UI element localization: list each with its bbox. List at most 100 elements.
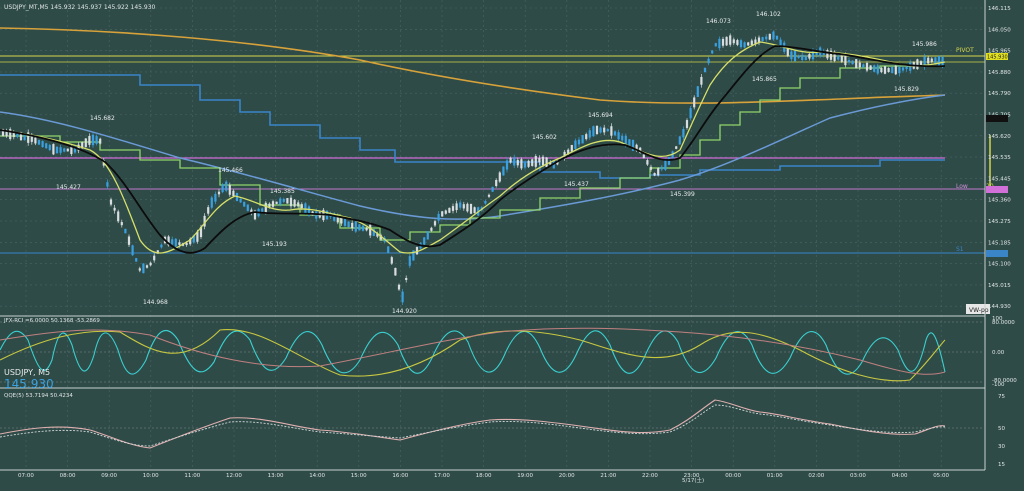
candle-body	[941, 56, 944, 67]
candle-body	[804, 55, 807, 60]
candle-body	[678, 136, 681, 145]
time-axis: 07:00 08:00 09:00 10:00 11:00 12:00 13:00 14:00…	[18, 473, 950, 479]
candle-body	[279, 198, 282, 205]
candle-body	[779, 39, 782, 46]
candle-body	[581, 135, 584, 144]
time-label: 23:00	[684, 473, 700, 479]
peak-label: 145.682	[90, 115, 115, 122]
candle-body	[729, 35, 732, 45]
candle-body	[541, 156, 545, 166]
candle-body	[405, 277, 408, 281]
candle-body	[217, 191, 221, 195]
vwpp-box[interactable]	[966, 304, 990, 314]
candle-body	[66, 148, 69, 152]
candle-body	[286, 198, 289, 204]
candle-body	[606, 128, 609, 132]
candle-body	[369, 224, 372, 236]
candle-body	[466, 203, 469, 212]
candle-body	[610, 126, 613, 136]
main-grid	[0, 0, 985, 470]
peak-label: 145.399	[670, 191, 695, 198]
time-label: 14:00	[309, 473, 325, 479]
candle-body	[919, 61, 923, 65]
candle-body	[873, 65, 876, 72]
time-label: 15:00	[351, 473, 367, 479]
candle-body	[577, 139, 581, 145]
peak-label: 145.694	[588, 112, 613, 119]
candle-body	[408, 256, 411, 266]
orange-ma-line	[0, 27, 946, 104]
candle-body	[117, 211, 120, 222]
rci-axis-label: -80.0000	[992, 378, 1017, 384]
candle-body	[5, 130, 8, 137]
candle-body	[855, 59, 858, 69]
candle-body	[387, 246, 390, 253]
candle-body	[570, 144, 573, 152]
candle-body	[599, 127, 602, 133]
candle-body	[693, 97, 696, 108]
candle-body	[761, 37, 764, 42]
candle-body	[811, 50, 815, 60]
candle-body	[660, 166, 663, 170]
symbol-header: USDJPY_MT,M5 145.932 145.937 145.922 145…	[4, 4, 156, 11]
candle-body	[484, 200, 487, 204]
candle-body	[138, 268, 141, 271]
candle-body	[916, 59, 919, 70]
candle-body	[23, 133, 26, 141]
candle-body	[113, 207, 116, 211]
candle-body	[199, 226, 203, 238]
candle-body	[736, 40, 739, 45]
candle-body	[862, 64, 865, 68]
candle-body	[898, 66, 901, 74]
candle-body	[837, 55, 840, 60]
qqe-axis-label: 75	[998, 394, 1005, 400]
candle-body	[27, 132, 30, 143]
price-label: 145.100	[988, 262, 1011, 268]
candle-body	[106, 182, 109, 187]
peak-labels: 145.427 145.682 144.968 145.466 145.385 145.1…	[56, 11, 937, 315]
candle-body	[725, 36, 728, 46]
candle-body	[300, 204, 303, 209]
candle-body	[333, 213, 336, 221]
candle-body	[315, 211, 318, 219]
candle-body	[865, 62, 869, 71]
candle-body	[253, 210, 257, 220]
candle-body	[721, 38, 725, 46]
candle-body	[667, 157, 671, 165]
candle-body	[880, 67, 883, 73]
candle-body	[73, 147, 77, 153]
candle-body	[509, 157, 512, 163]
candle-body	[127, 236, 131, 245]
qqe-axis-label: 30	[998, 444, 1005, 450]
candle-body	[754, 39, 757, 44]
candle-body	[354, 221, 357, 232]
overlay-symbol: USDJPY, M5	[4, 368, 50, 377]
candle-body	[358, 224, 361, 231]
candle-body	[793, 50, 797, 62]
candle-body	[167, 236, 170, 246]
time-label: 05:00	[933, 473, 949, 479]
candle-body	[142, 263, 145, 274]
candle-body	[703, 67, 707, 73]
peak-label: 146.073	[706, 18, 731, 25]
candle-body	[743, 42, 746, 48]
candle-body	[833, 51, 836, 62]
candle-body	[815, 51, 818, 55]
price-label: 145.535	[988, 155, 1011, 161]
candle-body	[394, 267, 397, 276]
peak-label: 145.193	[262, 241, 287, 248]
qqe-main-line	[0, 399, 946, 449]
candle-body	[448, 207, 451, 213]
price-label: 145.620	[988, 134, 1011, 140]
candle-body	[574, 140, 577, 149]
candle-body	[937, 55, 941, 67]
price-tags: 145.930	[986, 53, 1008, 257]
candle-body	[822, 51, 825, 55]
price-label: 145.185	[988, 240, 1011, 246]
candle-body	[149, 262, 152, 266]
qqe-signal-line	[0, 404, 946, 447]
candle-body	[617, 132, 620, 140]
price-axis: 146.115146.050145.965145.880145.790145.7…	[988, 6, 1011, 310]
candle-body	[437, 213, 440, 221]
